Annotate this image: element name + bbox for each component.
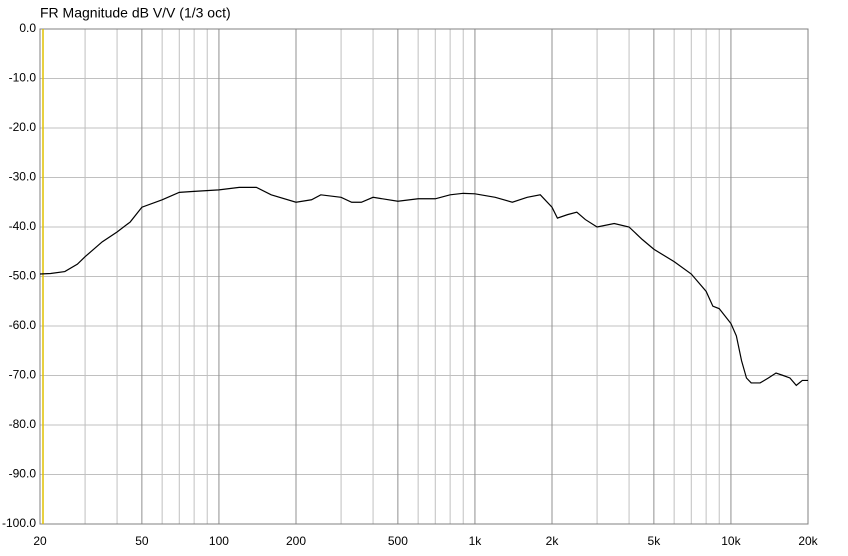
y-tick-label: -10.0: [9, 71, 37, 85]
y-tick-label: -80.0: [9, 417, 37, 431]
x-tick-label: 2k: [546, 534, 560, 548]
x-tick-label: 500: [388, 534, 408, 548]
y-tick-label: -70.0: [9, 368, 37, 382]
y-tick-label: -30.0: [9, 170, 37, 184]
x-tick-label: 20: [33, 534, 47, 548]
x-tick-label: 50: [135, 534, 149, 548]
y-tick-label: -60.0: [9, 318, 37, 332]
x-tick-label: 20k: [798, 534, 818, 548]
y-tick-label: -100.0: [2, 516, 36, 530]
y-tick-label: -40.0: [9, 219, 37, 233]
y-tick-label: -50.0: [9, 269, 37, 283]
x-tick-label: 1k: [469, 534, 483, 548]
x-tick-label: 100: [209, 534, 229, 548]
chart-title: FR Magnitude dB V/V (1/3 oct): [40, 5, 231, 21]
x-tick-label: 10k: [721, 534, 741, 548]
plot-frame: [39, 28, 809, 525]
y-tick-label: -20.0: [9, 120, 37, 134]
response-line: [39, 186, 808, 387]
y-tick-label: -90.0: [9, 467, 37, 481]
x-tick-label: 200: [286, 534, 306, 548]
x-tick-label: 5k: [648, 534, 662, 548]
y-tick-label: 0.0: [19, 21, 36, 35]
